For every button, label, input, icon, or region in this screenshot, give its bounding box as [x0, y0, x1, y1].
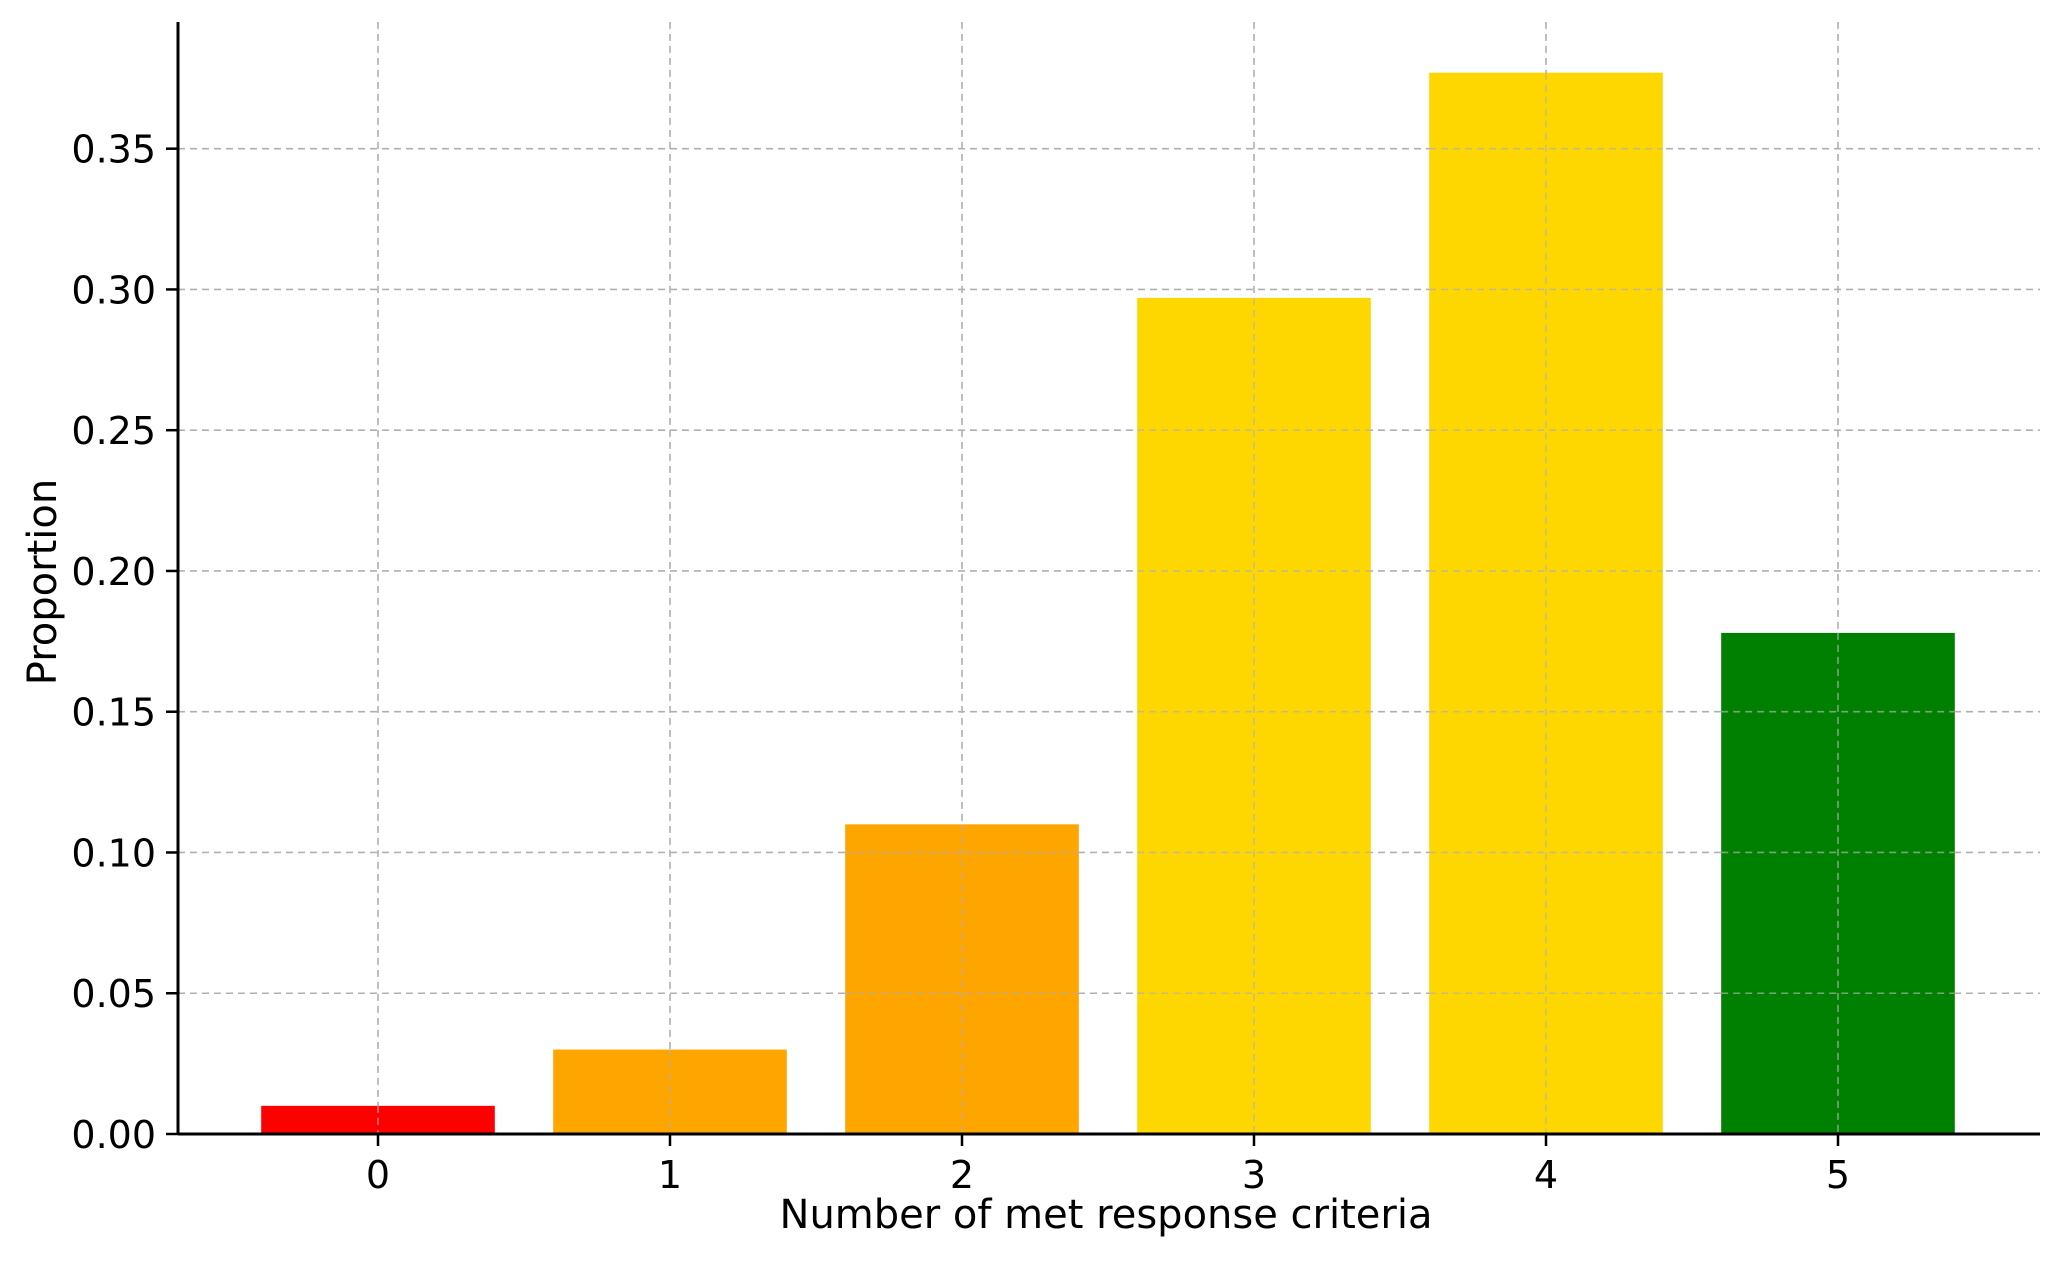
x-tick-label: 1	[658, 1153, 682, 1197]
x-tick-label: 4	[1534, 1153, 1558, 1197]
axes-layer	[176, 22, 2040, 1136]
y-tick-label: 0.25	[71, 409, 156, 453]
bar-2	[845, 824, 1079, 1134]
x-tick-label: 5	[1826, 1153, 1850, 1197]
y-tick-label: 0.05	[71, 972, 156, 1016]
bars-layer	[261, 72, 1955, 1135]
x-axis-label: Number of met response criteria	[780, 1192, 1433, 1238]
y-tick-label: 0.35	[71, 128, 156, 172]
y-tick-label: 0.20	[71, 550, 156, 594]
y-axis-label: Proportion	[20, 479, 66, 685]
y-tick-label: 0.30	[71, 268, 156, 312]
y-tick-label: 0.10	[71, 831, 156, 875]
y-tick-label: 0.15	[71, 691, 156, 735]
y-tick-label: 0.00	[71, 1113, 156, 1157]
x-tick-label: 0	[366, 1153, 390, 1197]
x-tick-label: 3	[1242, 1153, 1266, 1197]
x-tick-label: 2	[950, 1153, 974, 1197]
bar-5	[1721, 632, 1955, 1134]
ticks-layer: 0.00 0.05 0.10 0.15 0.20 0.25 0.30 0.35 0 1 2 3 4 5	[71, 128, 1850, 1197]
